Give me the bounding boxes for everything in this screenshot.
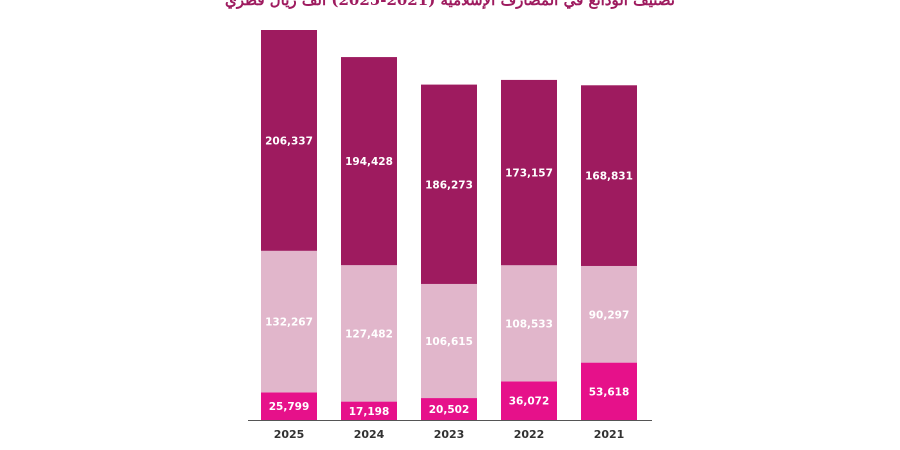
x-tick-label-2024: 2024 [354,428,385,441]
bar-segment-middle-2022 [501,265,557,382]
bar-segment-bottom-2024 [341,401,397,420]
data-label-top-2021: 168,831 [585,171,633,183]
data-label-top-2025: 206,337 [265,135,313,147]
data-label-top-2024: 194,428 [345,156,393,168]
bar-segment-bottom-2021 [581,362,637,420]
bar-segment-bottom-2025 [261,392,317,420]
chart-title: تصنيف الودائع في المصارف الإسلامية (2021… [225,0,675,9]
x-tick-label-2025: 2025 [274,428,305,441]
bar-segment-middle-2023 [421,283,477,399]
bar-segment-top-2025 [261,30,317,251]
data-label-bottom-2022: 36,072 [509,396,550,408]
bar-segment-middle-2021 [581,265,637,363]
x-tick-labels: 2025 2024 2023 2022 2021 [274,428,625,441]
x-tick-label-2021: 2021 [594,428,625,441]
data-label-middle-2023: 106,615 [425,336,473,348]
bar-segment-top-2024 [341,57,397,266]
data-label-bottom-2023: 20,502 [429,404,470,416]
bar-segment-bottom-2022 [501,381,557,420]
bar-segment-top-2023 [421,84,477,284]
x-tick-label-2022: 2022 [514,428,545,441]
data-label-middle-2021: 90,297 [589,309,630,321]
data-label-middle-2024: 127,482 [345,328,393,340]
bars-layer [261,30,637,420]
data-label-bottom-2021: 53,618 [589,386,630,398]
data-label-middle-2022: 108,533 [505,318,553,330]
data-label-bottom-2024: 17,198 [349,406,390,418]
bar-segment-top-2022 [501,79,557,266]
value-labels-layer: 25,799 132,267 206,337 17,198 127,482 194,428… [265,135,633,417]
x-tick-label-2023: 2023 [434,428,465,441]
data-label-middle-2025: 132,267 [265,317,313,329]
bar-segment-middle-2024 [341,265,397,402]
bar-segment-bottom-2023 [421,398,477,420]
bar-segment-top-2021 [581,85,637,266]
data-label-top-2022: 173,157 [505,168,553,180]
data-label-bottom-2025: 25,799 [269,401,310,413]
data-label-top-2023: 186,273 [425,179,473,191]
bar-segment-middle-2025 [261,250,317,393]
